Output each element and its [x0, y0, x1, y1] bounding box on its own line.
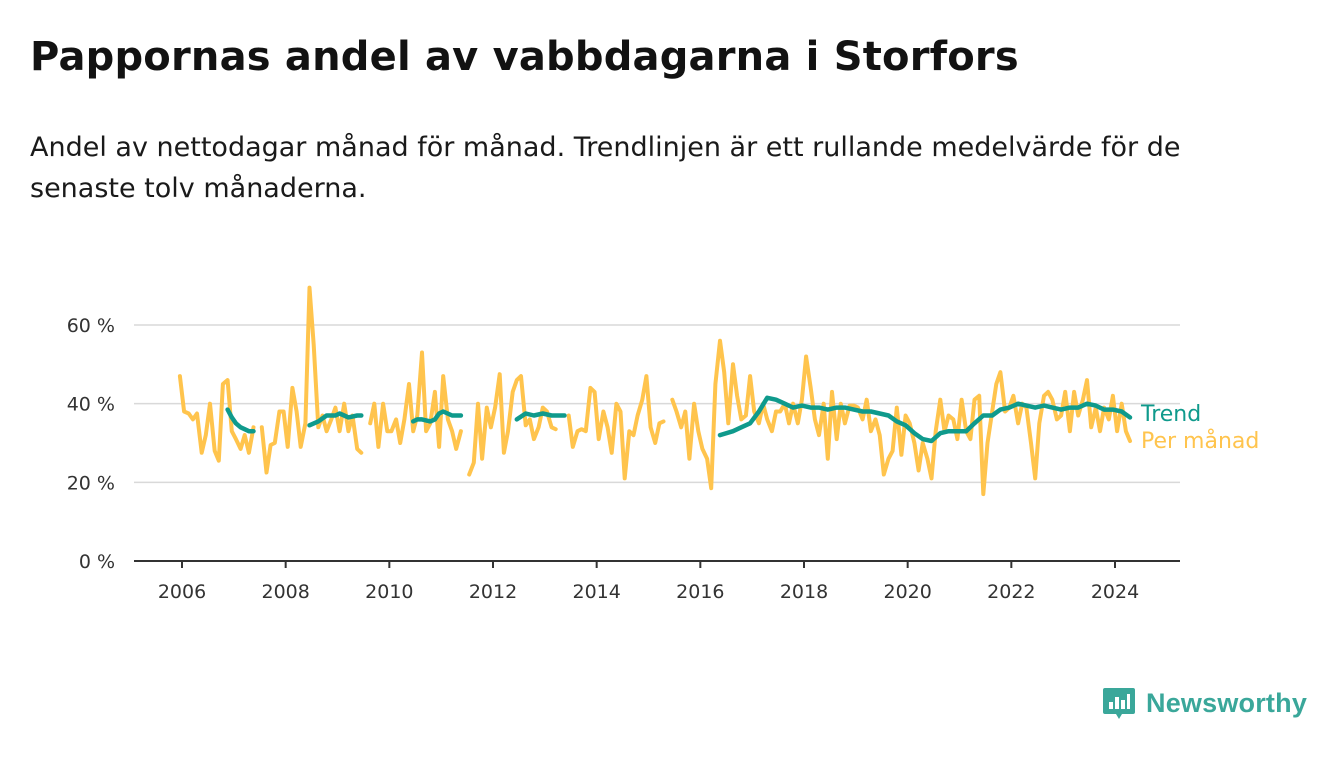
per-month-line-segment	[566, 374, 666, 481]
trend-line-segment	[717, 395, 1133, 444]
x-axis: 2006 2008 2010 2012 2014 2016 2018 2020 2022 2024	[134, 560, 1180, 603]
per-month-line-segment	[670, 338, 1132, 497]
y-axis: 0 % 20 % 40 % 60 %	[67, 315, 115, 573]
x-tick-label: 2012	[469, 581, 517, 603]
brand[interactable]: Newsworthy	[1102, 684, 1307, 722]
x-tick-label: 2020	[883, 581, 931, 603]
per-month-line-segment	[259, 285, 364, 475]
bar-chart-speech-bubble-icon	[1103, 688, 1135, 719]
legend-label-trend: Trend	[1140, 402, 1201, 427]
per-month-line-segment	[177, 374, 256, 463]
y-tick-label: 20 %	[67, 472, 115, 494]
per-month-line-segment	[368, 350, 463, 451]
x-tick-label: 2006	[158, 581, 206, 603]
y-tick-label: 40 %	[67, 394, 115, 416]
chart-subtitle: Andel av nettodagar månad för månad. Tre…	[30, 132, 1181, 204]
x-tick-label: 2024	[1091, 581, 1139, 603]
chart-title: Pappornas andel av vabbdagarna i Storfor…	[30, 34, 1019, 80]
x-tick-label: 2014	[572, 581, 620, 603]
trend-line-segment	[225, 407, 256, 434]
x-tick-label: 2016	[676, 581, 724, 603]
legend-label-per-month: Per månad	[1141, 428, 1259, 454]
x-tick-label: 2008	[261, 581, 309, 603]
series-lines	[177, 285, 1133, 497]
per-month-line-segment	[467, 372, 558, 477]
y-tick-label: 60 %	[67, 315, 115, 337]
trend-line-segment	[410, 409, 464, 424]
trend-line-segment	[514, 411, 567, 422]
trend-line-segment	[307, 411, 364, 428]
x-tick-label: 2018	[780, 581, 828, 603]
x-tick-label: 2022	[987, 581, 1035, 603]
brand-name: Newsworthy	[1146, 687, 1308, 718]
x-tick-label: 2010	[365, 581, 413, 603]
y-tick-label: 0 %	[79, 551, 115, 573]
